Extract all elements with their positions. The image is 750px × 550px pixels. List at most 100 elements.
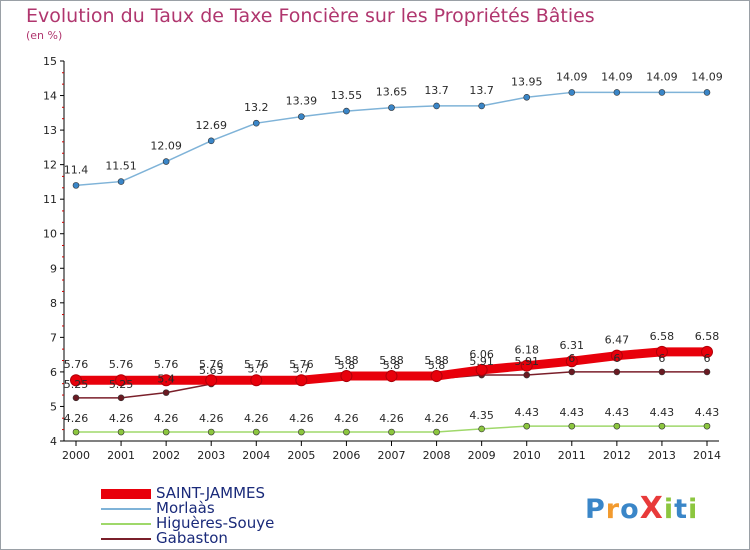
data-point — [343, 428, 350, 436]
line-chart: 4 5 6 7 8 9 10 11 12 13 14 15 2000 2001 2002 2003 2004 20… — [43, 55, 723, 462]
data-point — [117, 394, 125, 402]
data-label: 4.26 — [244, 412, 269, 425]
logo-letter: t — [674, 494, 689, 525]
data-label: 13.95 — [511, 75, 543, 88]
y-tick-label: 8 — [50, 297, 57, 310]
data-point — [343, 107, 350, 115]
data-point — [70, 374, 82, 387]
data-label: 5.88 — [379, 354, 404, 367]
data-label: 13.7 — [424, 84, 449, 97]
data-label: 5.63 — [199, 364, 224, 377]
data-label: 5.8 — [383, 359, 401, 372]
data-label: 13.7 — [469, 84, 494, 97]
data-label: 4.26 — [154, 412, 179, 425]
data-label: 4.43 — [695, 406, 720, 419]
x-tick-label: 2005 — [287, 449, 315, 462]
data-label: 13.2 — [244, 101, 269, 114]
logo-letter: i — [663, 494, 675, 525]
data-label: 6 — [613, 352, 620, 365]
data-label: 6 — [568, 352, 575, 365]
data-point — [613, 89, 621, 96]
data-label: 5.76 — [64, 358, 89, 371]
legend-swatch-morlaas — [101, 508, 151, 510]
data-point — [295, 374, 308, 387]
data-label: 5.76 — [109, 358, 134, 371]
legend-label-gabaston: Gabaston — [156, 529, 228, 547]
data-label: 13.39 — [286, 95, 318, 108]
data-point — [658, 368, 666, 376]
logo-letter: P — [585, 494, 606, 525]
data-point — [433, 102, 440, 110]
data-label: 11.51 — [105, 160, 137, 173]
data-label: 4.26 — [334, 412, 359, 425]
data-label: 12.09 — [150, 140, 182, 153]
x-tick-label: 2011 — [558, 449, 586, 462]
data-point — [298, 428, 305, 436]
legend-label-saint-jammes: SAINT-JAMMES — [156, 484, 266, 502]
data-point — [701, 345, 713, 358]
data-point — [252, 119, 260, 127]
x-tick-label: 2014 — [693, 449, 721, 462]
data-label: 5.8 — [338, 359, 356, 372]
data-point — [205, 374, 218, 387]
data-label: 5.4 — [157, 373, 175, 386]
data-point — [207, 137, 215, 145]
data-point — [565, 355, 578, 368]
data-point — [568, 368, 576, 376]
data-point — [162, 389, 170, 396]
data-point — [162, 428, 170, 436]
data-point — [703, 422, 711, 430]
x-tick-label: 2009 — [468, 449, 496, 462]
data-label: 4.43 — [650, 406, 675, 419]
y-tick-label: 7 — [50, 331, 57, 344]
data-point — [388, 428, 395, 436]
data-label: 5.76 — [199, 358, 224, 371]
data-point — [568, 422, 576, 430]
data-point — [523, 93, 531, 101]
legend-swatch-saint-jammes — [101, 489, 151, 499]
data-point — [388, 104, 395, 111]
data-label: 5.7 — [248, 362, 266, 375]
data-label: 4.26 — [379, 412, 404, 425]
data-point — [703, 89, 711, 96]
proxiti-logo: ProXiti — [585, 491, 698, 526]
data-point — [523, 422, 531, 430]
data-point — [252, 428, 260, 436]
chart-title: Evolution du Taux de Taxe Foncière sur l… — [26, 5, 595, 27]
data-label: 4.35 — [469, 409, 494, 422]
y-tick-label: 13 — [43, 124, 57, 137]
data-label: 4.26 — [424, 412, 449, 425]
x-tick-label: 2013 — [648, 449, 676, 462]
data-point — [478, 425, 485, 433]
legend-label-higueres-souye: Higuères-Souye — [156, 514, 275, 532]
y-tick-label: 14 — [43, 90, 57, 103]
x-tick-label: 2006 — [332, 449, 360, 462]
data-label: 6.47 — [605, 334, 630, 347]
y-tick-label: 11 — [43, 193, 57, 206]
y-tick-label: 5 — [50, 400, 57, 413]
x-tick-label: 2007 — [378, 449, 406, 462]
x-tick-label: 2004 — [242, 449, 270, 462]
x-tick-label: 2001 — [107, 449, 135, 462]
data-label: 6.58 — [695, 330, 720, 343]
data-label: 13.65 — [376, 86, 408, 99]
data-label: 5.8 — [428, 359, 446, 372]
data-label: 14.09 — [646, 70, 678, 83]
data-label: 6.18 — [514, 344, 539, 357]
y-tick-label: 9 — [50, 262, 57, 275]
data-label: 5.25 — [64, 378, 89, 391]
data-label: 14.09 — [691, 70, 723, 83]
data-label: 4.43 — [514, 406, 539, 419]
data-label: 5.7 — [293, 362, 311, 375]
data-point — [117, 178, 125, 185]
data-point — [250, 374, 263, 387]
data-point — [568, 89, 576, 96]
data-label: 5.76 — [154, 358, 179, 371]
chart-subtitle: (en %) — [26, 29, 63, 42]
data-label: 5.88 — [424, 354, 449, 367]
data-point — [72, 428, 80, 436]
data-label: 4.26 — [289, 412, 314, 425]
logo-letter: o — [620, 494, 640, 525]
data-label: 6 — [658, 352, 665, 365]
data-point — [72, 394, 80, 402]
